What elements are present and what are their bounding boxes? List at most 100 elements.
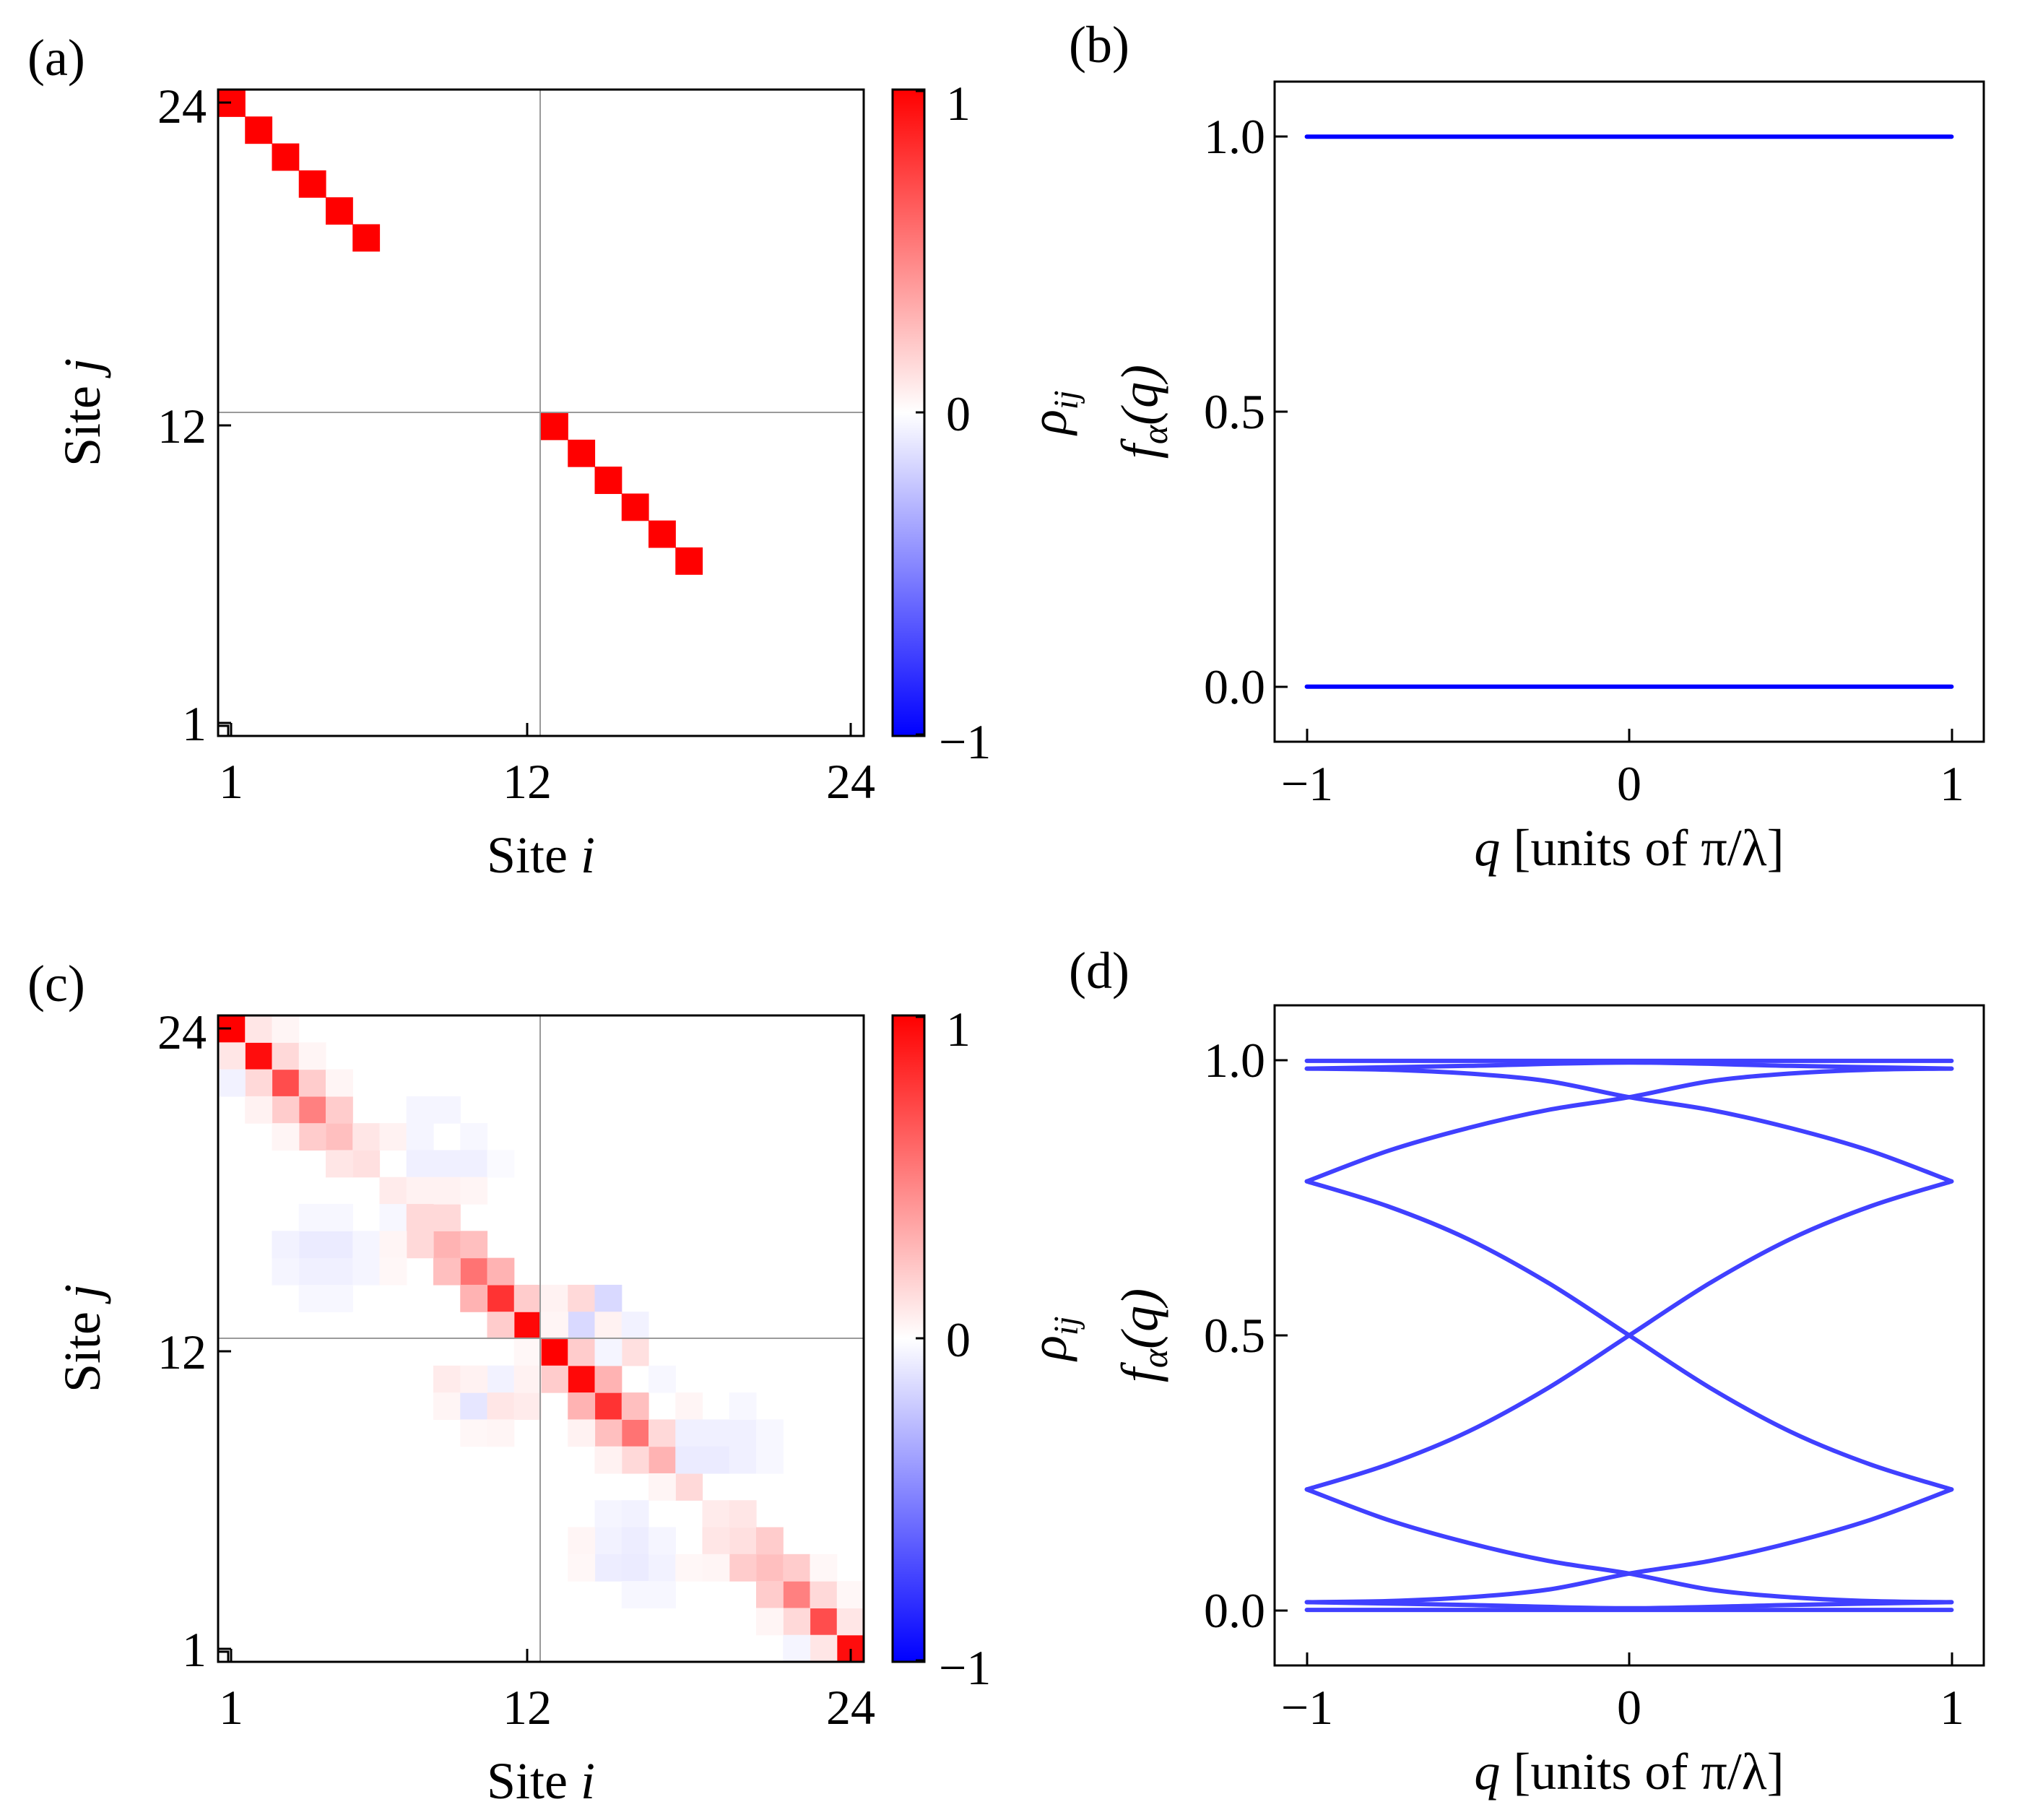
panel-label-a: (a) bbox=[27, 29, 85, 87]
heatmap-cell bbox=[783, 1608, 811, 1636]
heatmap-c-xtick-24: 24 bbox=[826, 1680, 875, 1735]
heatmap-cell bbox=[298, 1096, 326, 1124]
colorbar-a-tick-min: −1 bbox=[939, 714, 991, 769]
heatmap-cell bbox=[568, 1284, 596, 1312]
heatmap-cell bbox=[326, 1231, 353, 1259]
heatmap-cell bbox=[352, 1231, 381, 1259]
lineplot-b-ytick-05: 0.5 bbox=[1204, 384, 1265, 439]
lineplot-b-frame bbox=[1273, 80, 1985, 743]
heatmap-a-ticks bbox=[218, 101, 852, 736]
heatmap-cell bbox=[379, 1123, 407, 1151]
heatmap-cell bbox=[568, 1392, 596, 1420]
lineplot-b-xtick-neg1: −1 bbox=[1281, 756, 1333, 811]
heatmap-cell bbox=[326, 1150, 353, 1178]
lineplot-d-xlabel: q [units of π/λ] bbox=[1474, 1743, 1784, 1800]
heatmap-cell bbox=[621, 1581, 649, 1609]
heatmap-cell bbox=[487, 1312, 515, 1340]
heatmap-cell bbox=[513, 1392, 542, 1420]
heatmap-cell bbox=[594, 1446, 623, 1474]
heatmap-cell bbox=[245, 116, 273, 144]
heatmap-cell bbox=[352, 1123, 381, 1151]
heatmap-cell bbox=[756, 1608, 784, 1636]
heatmap-c-origin-marker bbox=[217, 1650, 230, 1663]
heatmap-cell bbox=[756, 1581, 784, 1609]
heatmap-cell bbox=[460, 1123, 488, 1151]
heatmap-cell bbox=[702, 1446, 730, 1474]
heatmap-cell bbox=[756, 1527, 784, 1555]
heatmap-cell bbox=[406, 1204, 434, 1231]
heatmap-cell bbox=[326, 1096, 353, 1124]
heatmap-cell bbox=[568, 1554, 596, 1582]
heatmap-cell bbox=[756, 1446, 784, 1474]
heatmap-a-xtick-24: 24 bbox=[826, 754, 875, 809]
heatmap-cell bbox=[675, 1392, 703, 1420]
heatmap-cell bbox=[541, 1284, 568, 1312]
lineplot-b-ylabel: fα(q) bbox=[1111, 365, 1175, 459]
colorbar-c-label: ρij bbox=[1020, 1316, 1085, 1361]
heatmap-cell bbox=[810, 1554, 838, 1582]
heatmap-c-ticks bbox=[218, 1027, 852, 1662]
heatmap-cell bbox=[460, 1150, 488, 1178]
series-line-band-lower-x2 bbox=[1304, 1487, 1954, 1605]
heatmap-cell bbox=[272, 1231, 300, 1259]
heatmap-a-frame bbox=[217, 88, 865, 737]
heatmap-cell bbox=[406, 1231, 434, 1259]
heatmap-cell bbox=[352, 224, 381, 252]
heatmap-c-xtick-12: 12 bbox=[503, 1680, 552, 1735]
series-line-band-bottom-bump bbox=[1304, 1600, 1954, 1611]
heatmap-cell bbox=[245, 1096, 273, 1124]
heatmap-cell bbox=[594, 1500, 623, 1528]
heatmap-a-cells bbox=[218, 90, 703, 575]
heatmap-cell bbox=[594, 1392, 623, 1420]
heatmap-cell bbox=[298, 1204, 326, 1231]
heatmap-a-ytick-1: 1 bbox=[182, 696, 207, 751]
heatmap-cell bbox=[433, 1150, 461, 1178]
panel-label-d: (d) bbox=[1069, 942, 1129, 1000]
series-line-band-upper-x1 bbox=[1304, 1066, 1954, 1184]
heatmap-cell bbox=[729, 1419, 757, 1447]
heatmap-cell bbox=[810, 1608, 838, 1636]
heatmap-cell bbox=[756, 1419, 784, 1447]
heatmap-cell bbox=[433, 1176, 461, 1205]
heatmap-cell bbox=[245, 1042, 273, 1070]
heatmap-a-xtick-12: 12 bbox=[503, 754, 552, 809]
lineplot-b-ytick-0: 0.0 bbox=[1204, 659, 1265, 714]
heatmap-cell bbox=[406, 1176, 434, 1205]
heatmap-cell bbox=[675, 1419, 703, 1447]
colorbar-a-label: ρij bbox=[1020, 390, 1085, 436]
heatmap-cell bbox=[649, 520, 676, 548]
heatmap-a-xtick-1: 1 bbox=[219, 754, 243, 809]
heatmap-c: 1 12 24 1 12 24 Site i Site j 1 0 −1 ρij bbox=[53, 1002, 1085, 1810]
heatmap-cell bbox=[487, 1284, 515, 1312]
heatmap-cell bbox=[621, 1554, 649, 1582]
heatmap-cell bbox=[594, 467, 623, 494]
heatmap-cell bbox=[649, 1554, 676, 1582]
heatmap-cell bbox=[594, 1312, 623, 1340]
heatmap-cell bbox=[245, 1015, 273, 1043]
heatmap-cell bbox=[326, 197, 353, 225]
heatmap-c-ylabel: Site j bbox=[53, 1284, 111, 1392]
heatmap-cell bbox=[460, 1284, 488, 1312]
heatmap-cell bbox=[568, 1338, 596, 1366]
heatmap-cell bbox=[487, 1257, 515, 1286]
heatmap-cell bbox=[621, 1527, 649, 1555]
heatmap-cell bbox=[272, 1069, 300, 1097]
heatmap-cell bbox=[352, 1150, 381, 1178]
heatmap-cell bbox=[594, 1527, 623, 1555]
heatmap-c-xtick-1: 1 bbox=[219, 1680, 243, 1735]
heatmap-cell bbox=[568, 1527, 596, 1555]
heatmap-cell bbox=[406, 1150, 434, 1178]
heatmap-cell bbox=[729, 1392, 757, 1420]
heatmap-cell bbox=[460, 1231, 488, 1259]
heatmap-cell bbox=[702, 1419, 730, 1447]
heatmap-cell bbox=[379, 1204, 407, 1231]
heatmap-cell bbox=[460, 1365, 488, 1393]
lineplot-d-ytick-05: 0.5 bbox=[1204, 1308, 1265, 1363]
heatmap-cell bbox=[352, 1257, 381, 1286]
heatmap-cell bbox=[621, 1446, 649, 1474]
heatmap-cell bbox=[406, 1123, 434, 1151]
lineplot-b-xlabel: q [units of π/λ] bbox=[1474, 819, 1784, 877]
heatmap-cell bbox=[649, 1419, 676, 1447]
heatmap-c-ytick-12: 12 bbox=[157, 1325, 207, 1379]
lineplot-b-ticks bbox=[1275, 135, 1953, 742]
